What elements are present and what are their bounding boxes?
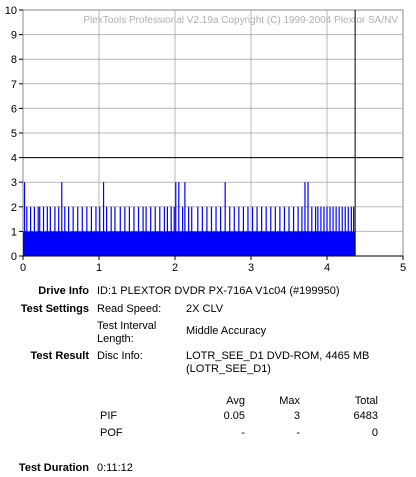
read-speed-label: Read Speed: — [97, 303, 162, 315]
pof-label: POF — [100, 427, 123, 439]
y-tick-label: 5 — [11, 128, 17, 140]
disc-info-value: LOTR_SEE_D1 DVD-ROM, 4465 MB (LOTR_SEE_D… — [186, 350, 370, 375]
x-tick-label: 4 — [324, 262, 330, 274]
test-duration-value: 0:11:12 — [97, 462, 133, 474]
pif-chart: PlexTools Professional V2.19a Copyright … — [5, 5, 406, 274]
x-tick-labels: 0 1 2 3 4 5 — [20, 256, 406, 274]
x-tick-label: 3 — [248, 262, 254, 274]
x-tick-label: 5 — [400, 262, 406, 274]
drive-info-label: Drive Info — [38, 285, 89, 297]
pof-total: 0 — [371, 427, 378, 439]
watermark: PlexTools Professional V2.19a Copyright … — [83, 15, 398, 26]
test-settings-label: Test Settings — [20, 303, 89, 315]
drive-info-value: ID:1 PLEXTOR DVDR PX-716A V1c04 (#199950… — [97, 285, 340, 297]
y-tick-label: 6 — [11, 103, 17, 115]
test-result-label: Test Result — [30, 350, 89, 362]
test-duration-label: Test Duration — [18, 462, 89, 474]
pif-label: PIF — [100, 410, 118, 422]
read-speed-value: 2X CLV — [186, 303, 224, 315]
y-tick-label: 4 — [11, 153, 17, 165]
y-tick-label: 0 — [11, 251, 17, 263]
y-tick-label: 2 — [11, 202, 17, 214]
test-interval-label: Test Interval Length: — [97, 320, 157, 345]
pif-avg: 0.05 — [223, 410, 245, 422]
y-tick-label: 3 — [11, 177, 17, 189]
y-tick-labels: 0 1 2 3 4 5 6 7 8 9 10 — [5, 5, 23, 263]
y-tick-label: 1 — [11, 226, 17, 238]
bar-series — [23, 182, 356, 256]
x-tick-label: 2 — [172, 262, 178, 274]
col-avg-header: Avg — [226, 395, 245, 407]
pif-max: 3 — [293, 410, 300, 422]
disc-info-label: Disc Info: — [97, 350, 143, 362]
col-max-header: Max — [279, 395, 300, 407]
y-tick-label: 7 — [11, 79, 17, 91]
y-tick-label: 8 — [11, 54, 17, 66]
x-tick-label: 0 — [20, 262, 26, 274]
pof-max: - — [296, 427, 300, 439]
x-tick-label: 1 — [96, 262, 102, 274]
pof-avg: - — [241, 427, 245, 439]
col-total-header: Total — [354, 395, 378, 407]
test-interval-value: Middle Accuracy — [186, 325, 267, 337]
marker-lines — [23, 10, 403, 257]
y-tick-label: 10 — [5, 5, 17, 17]
pif-total: 6483 — [353, 410, 378, 422]
y-tick-label: 9 — [11, 30, 17, 42]
